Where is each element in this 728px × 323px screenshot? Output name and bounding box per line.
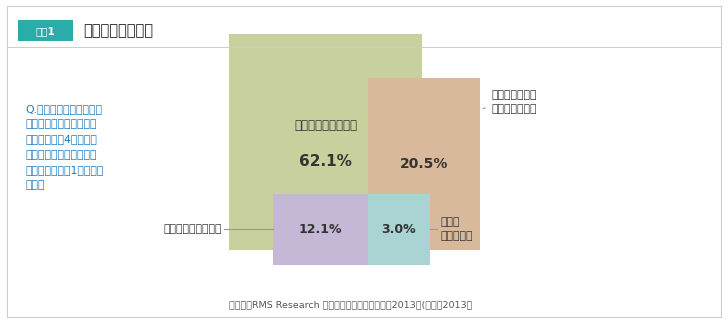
Text: 実務推進パートナー: 実務推進パートナー <box>164 224 222 234</box>
Bar <box>368 78 480 250</box>
Text: 20.5%: 20.5% <box>400 157 448 171</box>
Text: 図表1: 図表1 <box>36 26 55 36</box>
Bar <box>18 20 73 41</box>
Text: 出所：「RMS Research 人材マネジメント実態調査2013」(小社、2013）: 出所：「RMS Research 人材マネジメント実態調査2013」(小社、20… <box>229 301 472 310</box>
Text: 62.1%: 62.1% <box>299 154 352 169</box>
Text: 12.1%: 12.1% <box>298 223 342 236</box>
Text: 従業員
パートナー: 従業員 パートナー <box>440 217 473 241</box>
Text: Q.人材マネジメントを担
当する部署として重視し
ていることを4つの役割
のなかから優先順位が高
い順に選択。（1位選択の
比率）: Q.人材マネジメントを担 当する部署として重視し ていることを4つの役割 のなか… <box>25 104 104 190</box>
Text: 3.0%: 3.0% <box>381 223 416 236</box>
Bar <box>273 194 368 265</box>
Text: 戦略人事の重要性: 戦略人事の重要性 <box>84 23 154 38</box>
Text: 戦略実現パートナー: 戦略実現パートナー <box>294 120 357 132</box>
Bar <box>229 34 422 250</box>
Bar <box>368 194 430 265</box>
Text: 理念・バリュー
実現パートナー: 理念・バリュー 実現パートナー <box>491 90 537 114</box>
